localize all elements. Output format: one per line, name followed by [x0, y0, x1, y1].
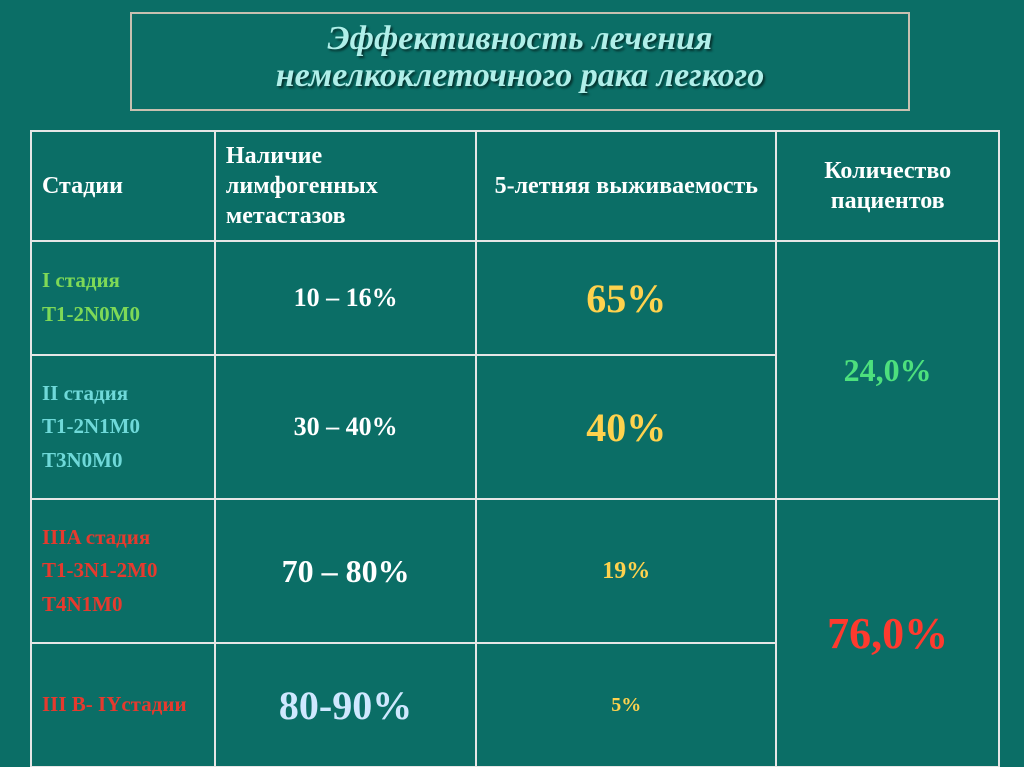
slide: Эффективность лечения немелкоклеточного …	[0, 0, 1024, 767]
patients-cell: 24,0%	[776, 241, 999, 499]
metastases-cell: 70 – 80%	[215, 499, 476, 643]
stage-tnm: T4N1M0	[42, 588, 204, 622]
stage-name: IIIA стадия	[42, 521, 204, 555]
table-row: I стадия T1-2N0M0 10 – 16% 65% 24,0%	[31, 241, 999, 355]
survival-cell: 40%	[476, 355, 776, 499]
patients-cell: 76,0%	[776, 499, 999, 767]
col-header-patients: Количество пациентов	[776, 131, 999, 241]
stage-cell: III B- IYстадии	[31, 643, 215, 767]
stage-tnm: T1-2N0M0	[42, 298, 204, 332]
metastases-cell: 80-90%	[215, 643, 476, 767]
stage-tnm: T1-2N1M0	[42, 410, 204, 444]
metastases-cell: 10 – 16%	[215, 241, 476, 355]
stage-name: I стадия	[42, 264, 204, 298]
survival-cell: 5%	[476, 643, 776, 767]
survival-cell: 19%	[476, 499, 776, 643]
title-line-1: Эффективность лечения	[152, 20, 888, 57]
table-row: IIIA стадия T1-3N1-2M0 T4N1M0 70 – 80% 1…	[31, 499, 999, 643]
col-header-survival: 5-летняя выживаемость	[476, 131, 776, 241]
stage-name: III B- IYстадии	[42, 688, 204, 722]
stage-cell: II стадия T1-2N1M0 T3N0M0	[31, 355, 215, 499]
survival-cell: 65%	[476, 241, 776, 355]
metastases-cell: 30 – 40%	[215, 355, 476, 499]
stage-tnm: T1-3N1-2M0	[42, 554, 204, 588]
stage-tnm: T3N0M0	[42, 444, 204, 478]
stage-cell: I стадия T1-2N0M0	[31, 241, 215, 355]
col-header-stages: Стадии	[31, 131, 215, 241]
title-line-2: немелкоклеточного рака легкого	[152, 57, 888, 94]
table-header-row: Стадии Наличие лимфогенных метастазов 5-…	[31, 131, 999, 241]
stage-cell: IIIA стадия T1-3N1-2M0 T4N1M0	[31, 499, 215, 643]
data-table: Стадии Наличие лимфогенных метастазов 5-…	[30, 130, 1000, 767]
title-box: Эффективность лечения немелкоклеточного …	[130, 12, 910, 111]
stage-name: II стадия	[42, 377, 204, 411]
col-header-metastases: Наличие лимфогенных метастазов	[215, 131, 476, 241]
